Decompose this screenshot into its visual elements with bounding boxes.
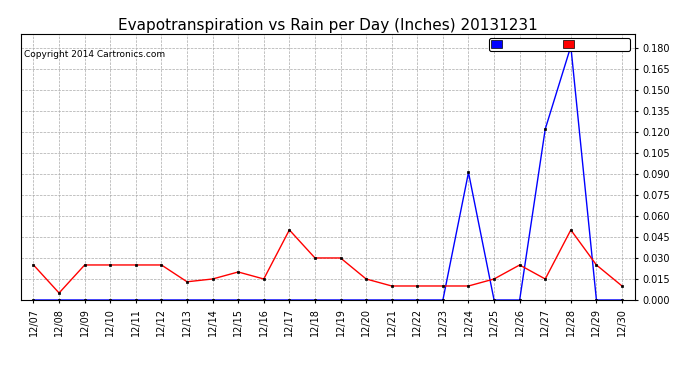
ET  (Inches)	[234, 270, 242, 274]
Rain (Inches)	[618, 298, 626, 302]
Rain (Inches)	[106, 298, 115, 302]
Rain (Inches)	[362, 298, 371, 302]
Rain (Inches)	[541, 127, 549, 131]
ET  (Inches)	[132, 263, 140, 267]
ET  (Inches)	[490, 277, 498, 281]
Rain (Inches)	[439, 298, 447, 302]
Rain (Inches)	[566, 44, 575, 49]
Rain (Inches)	[208, 298, 217, 302]
ET  (Inches)	[566, 228, 575, 232]
ET  (Inches)	[183, 279, 191, 284]
ET  (Inches)	[413, 284, 422, 288]
Rain (Inches)	[515, 298, 524, 302]
ET  (Inches)	[439, 284, 447, 288]
ET  (Inches)	[618, 284, 626, 288]
ET  (Inches)	[259, 277, 268, 281]
Legend: Rain (Inches), ET  (Inches): Rain (Inches), ET (Inches)	[489, 38, 630, 51]
ET  (Inches)	[464, 284, 473, 288]
ET  (Inches)	[55, 291, 63, 295]
Rain (Inches)	[30, 298, 38, 302]
ET  (Inches)	[310, 256, 319, 260]
Rain (Inches)	[285, 298, 293, 302]
ET  (Inches)	[285, 228, 293, 232]
ET  (Inches)	[337, 256, 345, 260]
ET  (Inches)	[208, 277, 217, 281]
Rain (Inches)	[157, 298, 166, 302]
Rain (Inches)	[132, 298, 140, 302]
ET  (Inches)	[81, 263, 89, 267]
Rain (Inches)	[310, 298, 319, 302]
ET  (Inches)	[541, 277, 549, 281]
ET  (Inches)	[388, 284, 396, 288]
Line: Rain (Inches): Rain (Inches)	[32, 45, 623, 302]
Text: Copyright 2014 Cartronics.com: Copyright 2014 Cartronics.com	[23, 50, 165, 59]
ET  (Inches)	[515, 263, 524, 267]
Rain (Inches)	[388, 298, 396, 302]
Rain (Inches)	[183, 298, 191, 302]
Rain (Inches)	[464, 170, 473, 175]
Rain (Inches)	[337, 298, 345, 302]
ET  (Inches)	[157, 263, 166, 267]
Rain (Inches)	[55, 298, 63, 302]
ET  (Inches)	[30, 263, 38, 267]
Line: ET  (Inches): ET (Inches)	[32, 228, 623, 294]
Rain (Inches)	[234, 298, 242, 302]
ET  (Inches)	[362, 277, 371, 281]
Title: Evapotranspiration vs Rain per Day (Inches) 20131231: Evapotranspiration vs Rain per Day (Inch…	[118, 18, 538, 33]
ET  (Inches)	[592, 263, 600, 267]
Rain (Inches)	[81, 298, 89, 302]
Rain (Inches)	[413, 298, 422, 302]
Rain (Inches)	[592, 298, 600, 302]
ET  (Inches)	[106, 263, 115, 267]
Rain (Inches)	[259, 298, 268, 302]
Rain (Inches)	[490, 298, 498, 302]
